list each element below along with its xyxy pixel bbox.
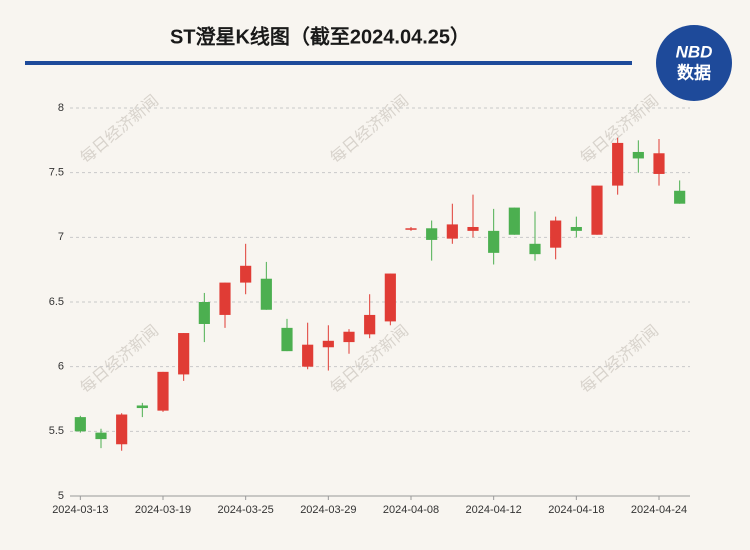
candle-body xyxy=(612,142,624,186)
candle-body xyxy=(405,228,417,230)
candle-body xyxy=(74,417,86,432)
candle-body xyxy=(302,344,314,367)
candle-body xyxy=(281,327,293,352)
candle-body xyxy=(198,302,210,324)
candle-body xyxy=(343,331,355,343)
candle-body xyxy=(632,151,644,159)
chart-title: ST澄星K线图（截至2024.04.25） xyxy=(170,24,470,48)
candle-body xyxy=(446,224,458,239)
y-tick-label: 5 xyxy=(58,490,64,502)
x-tick-label: 2024-04-12 xyxy=(466,504,522,516)
candle-body xyxy=(570,226,582,231)
candle-body xyxy=(219,282,231,315)
candle-body xyxy=(240,265,252,283)
candle-body xyxy=(322,340,334,348)
x-tick-label: 2024-04-24 xyxy=(631,504,687,516)
candle-body xyxy=(488,230,500,253)
candle-body xyxy=(467,226,479,231)
candle-body xyxy=(529,243,541,255)
title-underline xyxy=(25,61,632,65)
logo-top: NBD xyxy=(676,42,713,61)
y-tick-label: 6.5 xyxy=(49,296,64,308)
candle-body xyxy=(364,314,376,335)
x-tick-label: 2024-03-19 xyxy=(135,504,191,516)
candle-body xyxy=(95,432,107,440)
x-tick-label: 2024-04-18 xyxy=(548,504,604,516)
y-tick-label: 5.5 xyxy=(49,425,64,437)
logo-badge xyxy=(656,25,732,101)
candle-body xyxy=(653,153,665,174)
y-tick-label: 7.5 xyxy=(49,167,64,179)
candle-body xyxy=(426,228,438,240)
candle-body xyxy=(260,278,272,310)
y-tick-label: 6 xyxy=(58,361,64,373)
y-tick-label: 8 xyxy=(58,102,64,114)
candle-body xyxy=(384,273,396,322)
x-tick-label: 2024-03-29 xyxy=(300,504,356,516)
candle-body xyxy=(674,190,686,204)
y-tick-label: 7 xyxy=(58,231,64,243)
candle-body xyxy=(550,220,562,248)
candle-body xyxy=(178,333,190,375)
x-tick-label: 2024-03-13 xyxy=(52,504,108,516)
candle-body xyxy=(157,371,169,411)
x-tick-label: 2024-04-08 xyxy=(383,504,439,516)
logo-bottom: 数据 xyxy=(677,62,711,82)
candle-body xyxy=(591,185,603,235)
candle-body xyxy=(116,414,128,445)
x-tick-label: 2024-03-25 xyxy=(218,504,274,516)
candle-body xyxy=(508,207,520,235)
candle-body xyxy=(136,405,148,409)
